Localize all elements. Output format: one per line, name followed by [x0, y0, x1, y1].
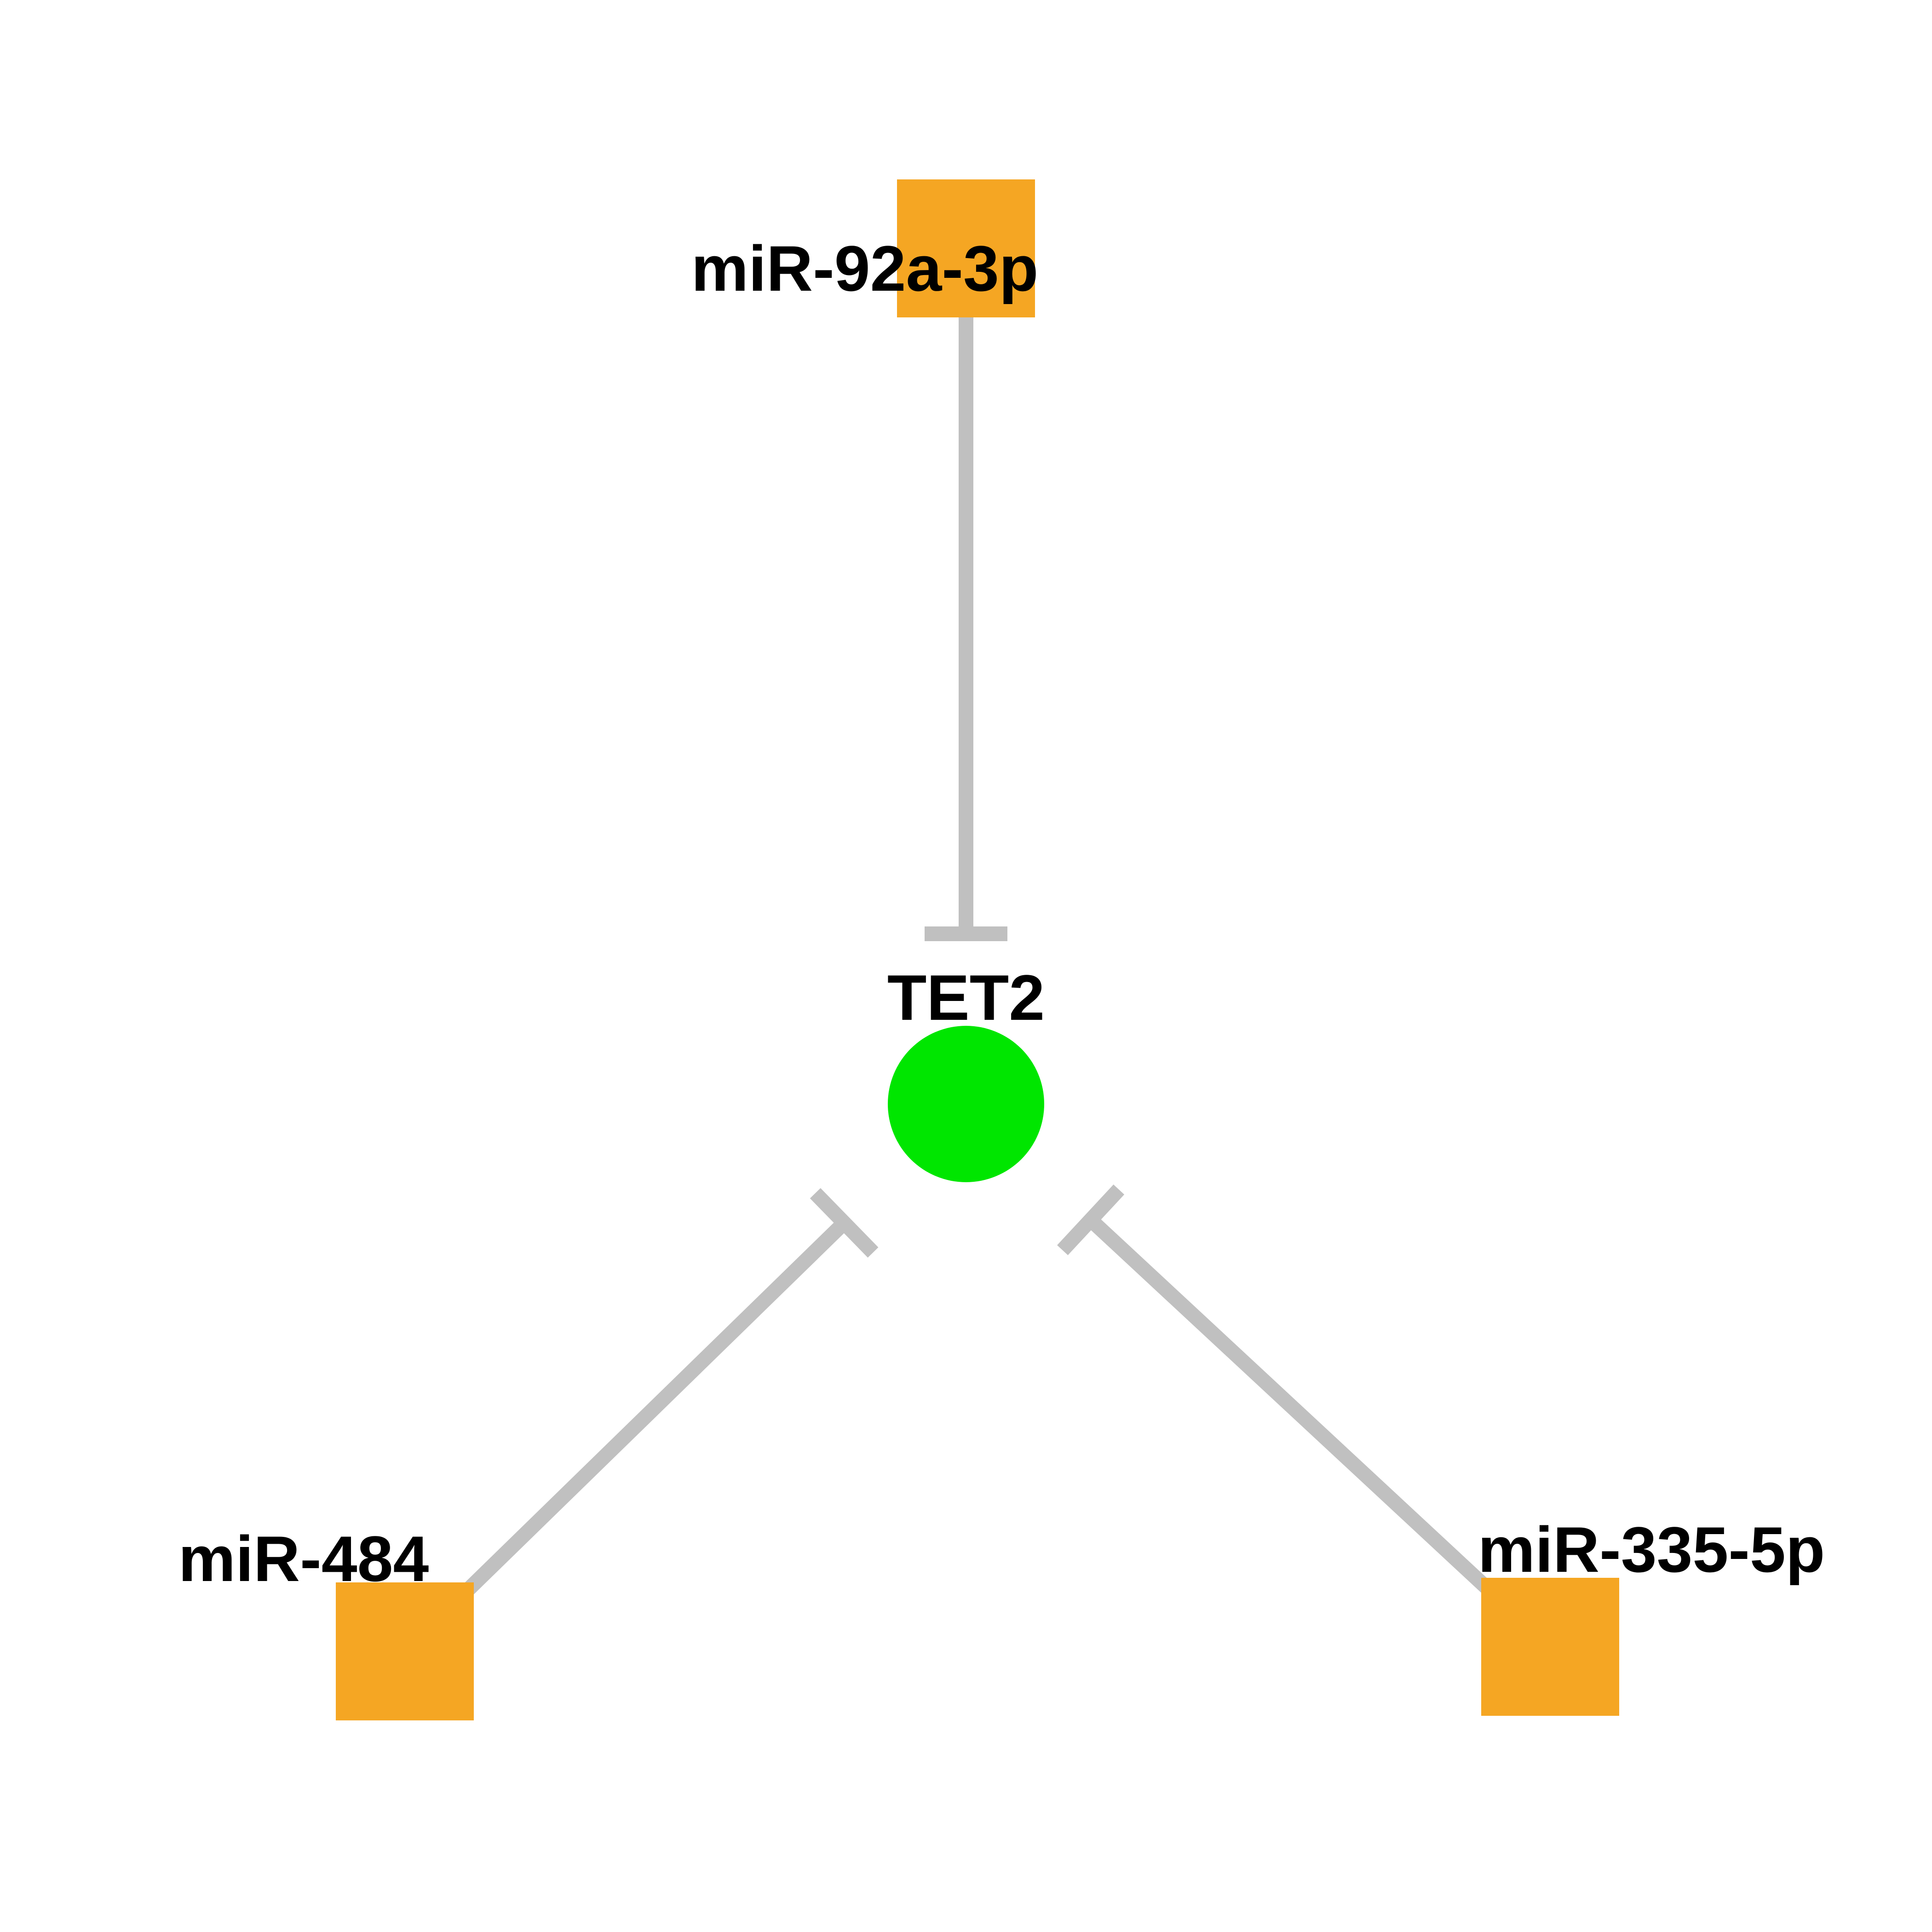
edge-line: [454, 1223, 844, 1603]
node-label-bl: miR-484: [178, 1523, 429, 1595]
labels-layer: TET2 miR-92a-3p miR-484 miR-335-5p: [178, 232, 1825, 1595]
node-square-br: [1481, 1578, 1619, 1716]
network-diagram: TET2 miR-92a-3p miR-484 miR-335-5p: [0, 0, 1932, 1932]
node-label-center: TET2: [887, 961, 1045, 1034]
node-label-top: miR-92a-3p: [691, 232, 1039, 305]
edge-line: [1091, 1220, 1500, 1600]
node-circle-center: [888, 1026, 1044, 1182]
node-label-br: miR-335-5p: [1478, 1513, 1825, 1586]
nodes-layer: [336, 179, 1619, 1720]
node-square-bl: [336, 1582, 474, 1720]
edges-layer: [454, 317, 1500, 1603]
